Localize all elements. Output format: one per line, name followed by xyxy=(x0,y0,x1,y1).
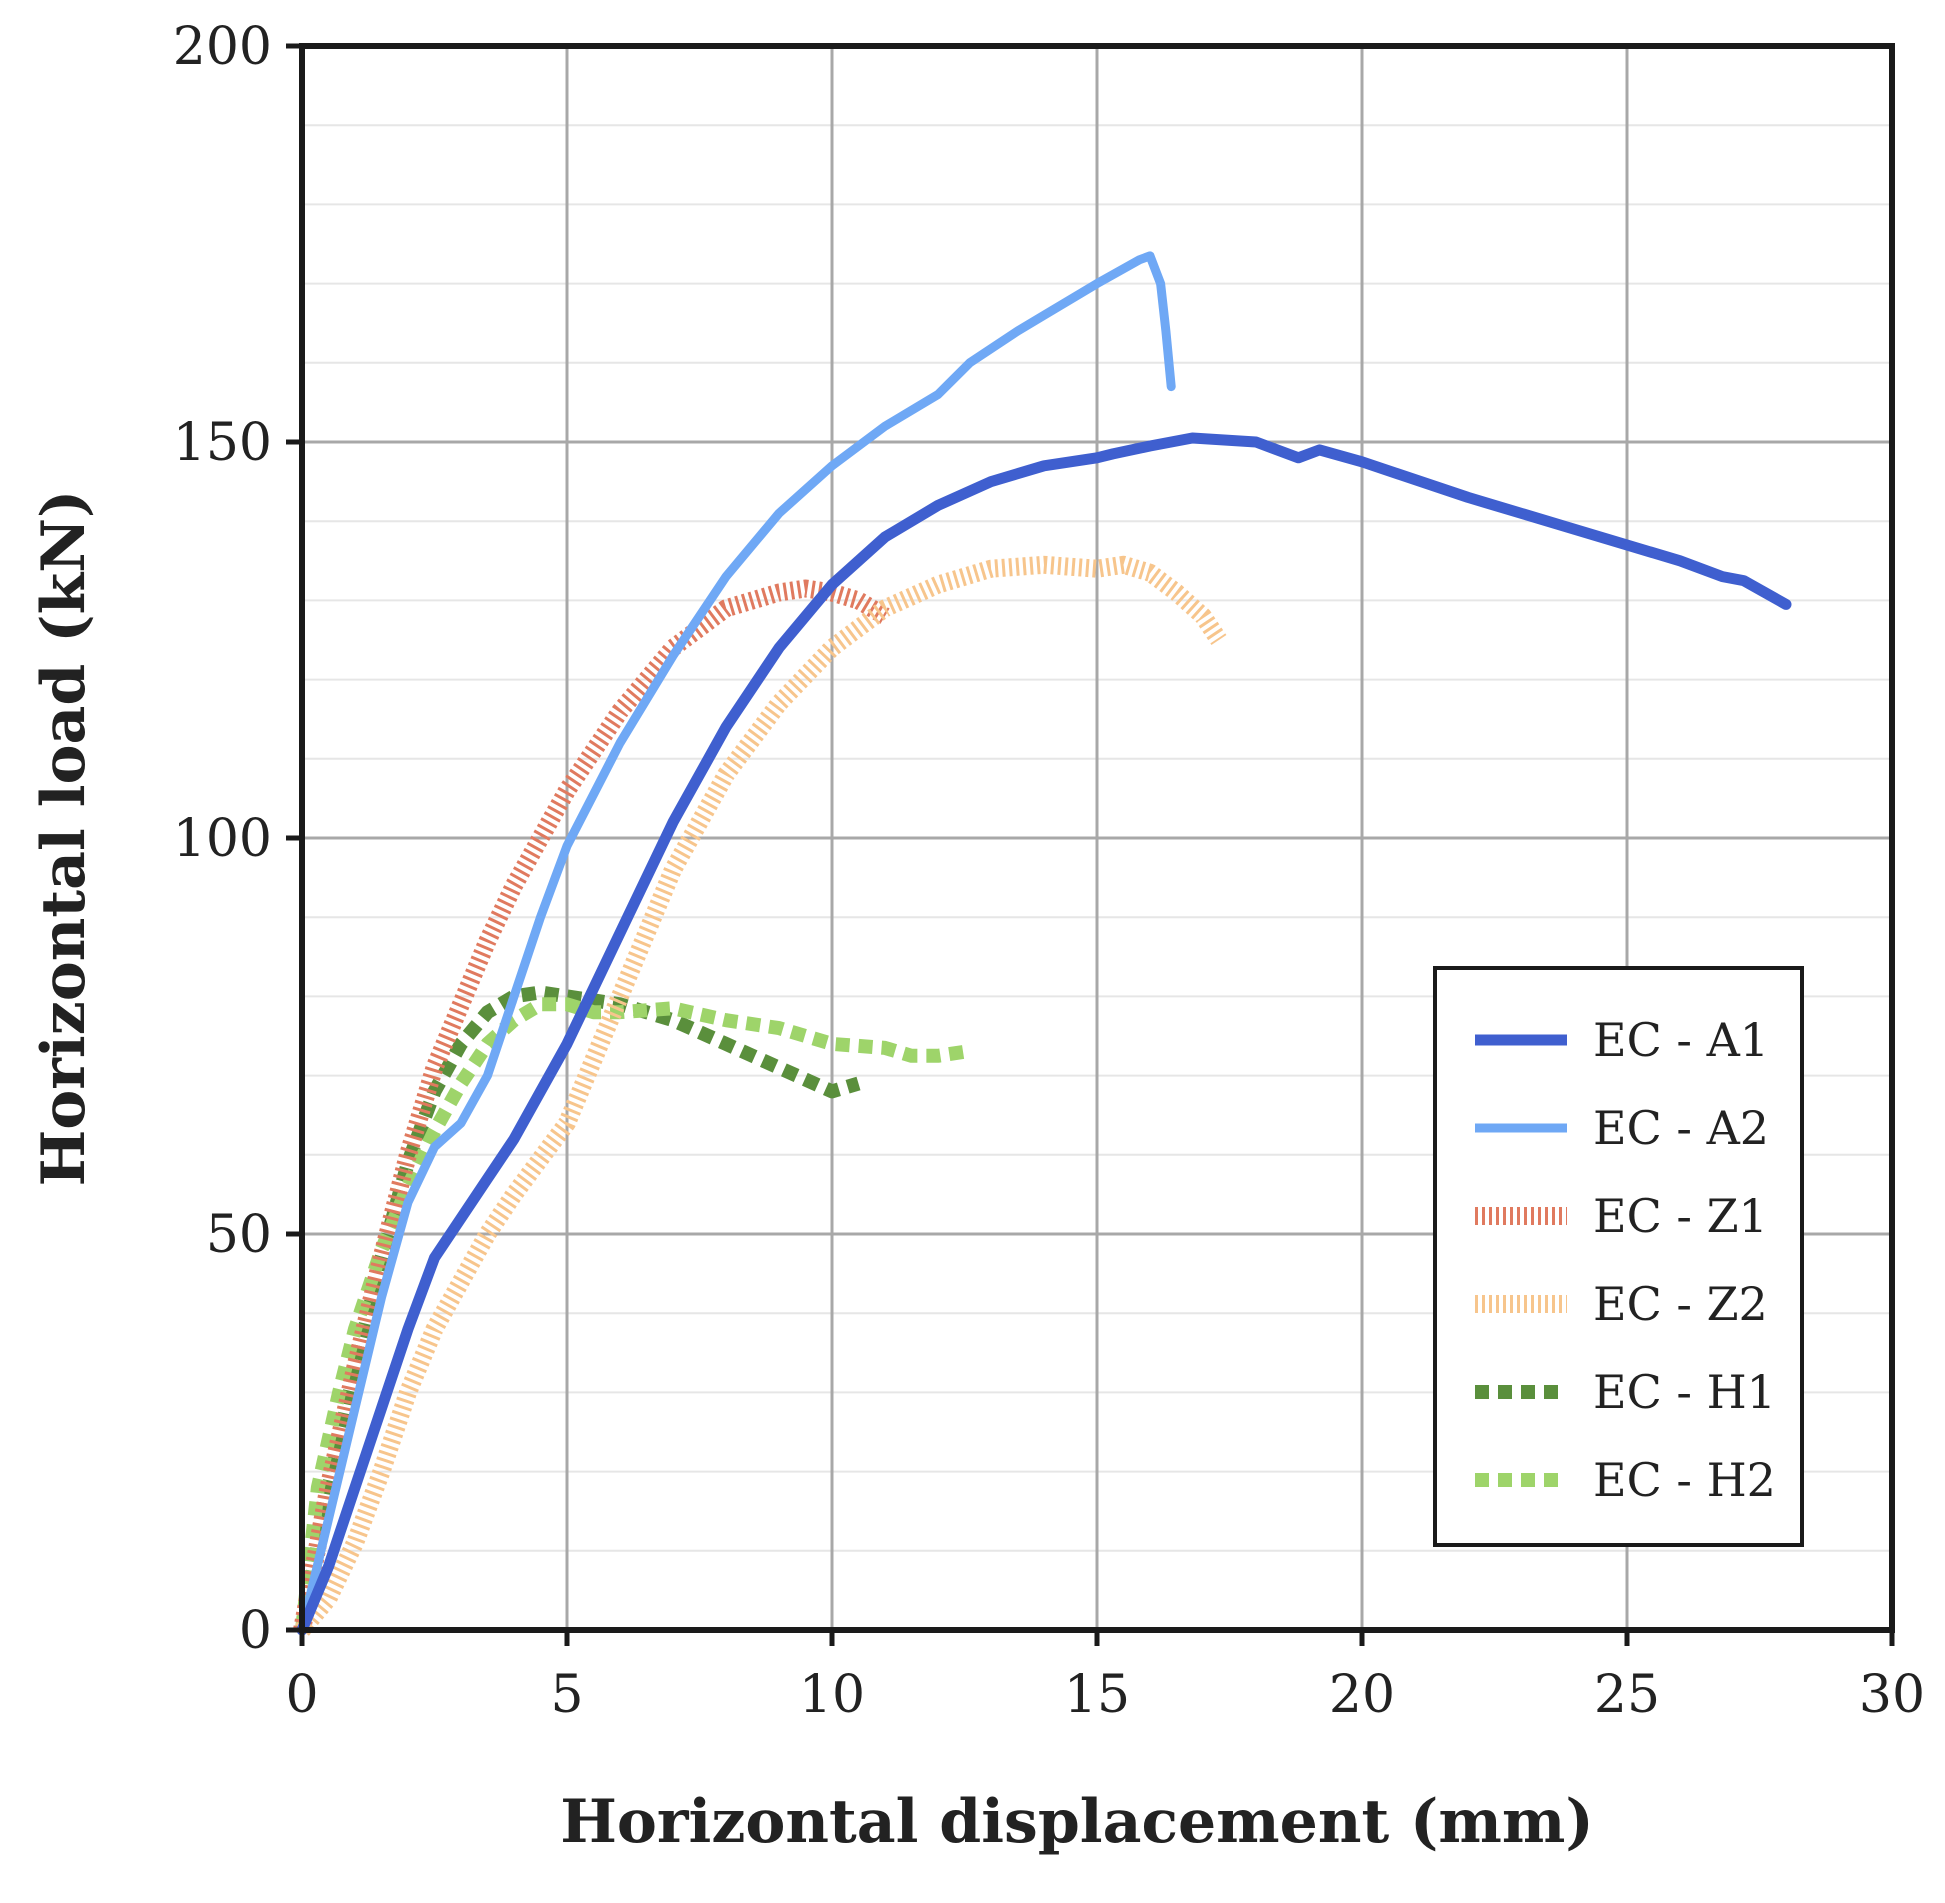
x-axis-title: Horizontal displacement (mm) xyxy=(560,1787,1594,1857)
legend-label: EC - H1 xyxy=(1593,1365,1776,1419)
series-line-ec-z2 xyxy=(295,555,1227,1636)
x-tick-label: 20 xyxy=(1329,1665,1395,1725)
y-tick-label: 200 xyxy=(173,17,272,77)
x-tick-label: 25 xyxy=(1594,1665,1660,1725)
series-line-ec-h1 xyxy=(295,985,861,1632)
y-tick-label: 100 xyxy=(173,809,272,869)
x-tick-label: 30 xyxy=(1859,1665,1925,1725)
series-layer xyxy=(293,251,1792,1636)
x-tick-label: 15 xyxy=(1064,1665,1130,1725)
x-tick-label: 5 xyxy=(550,1665,583,1725)
y-tick-label: 50 xyxy=(206,1205,272,1265)
series-line-ec-a2 xyxy=(297,251,1176,1635)
legend-label: EC - A2 xyxy=(1593,1101,1769,1155)
legend: EC - A1 EC - A2 EC - Z1 EC - Z2 EC - H1 EC - … xyxy=(1433,966,1804,1547)
legend-label: EC - A1 xyxy=(1593,1013,1769,1067)
legend-box xyxy=(1433,966,1804,1547)
x-tick-label: 10 xyxy=(799,1665,865,1725)
y-tick-label: 0 xyxy=(239,1601,272,1661)
legend-label: EC - Z1 xyxy=(1593,1189,1768,1243)
y-axis-title: Horizontal load (kN) xyxy=(29,490,99,1187)
legend-label: EC - H2 xyxy=(1593,1453,1776,1507)
series-line-ec-a1 xyxy=(296,432,1792,1636)
x-tick-label: 0 xyxy=(285,1665,318,1725)
axis-ticks xyxy=(286,43,1895,1646)
y-tick-label: 150 xyxy=(173,413,272,473)
tick-labels: 0 5 10 15 20 25 30 0 50 100 150 200 xyxy=(173,17,1925,1725)
legend-label: EC - Z2 xyxy=(1593,1277,1768,1331)
series-line-ec-h2 xyxy=(295,997,966,1631)
